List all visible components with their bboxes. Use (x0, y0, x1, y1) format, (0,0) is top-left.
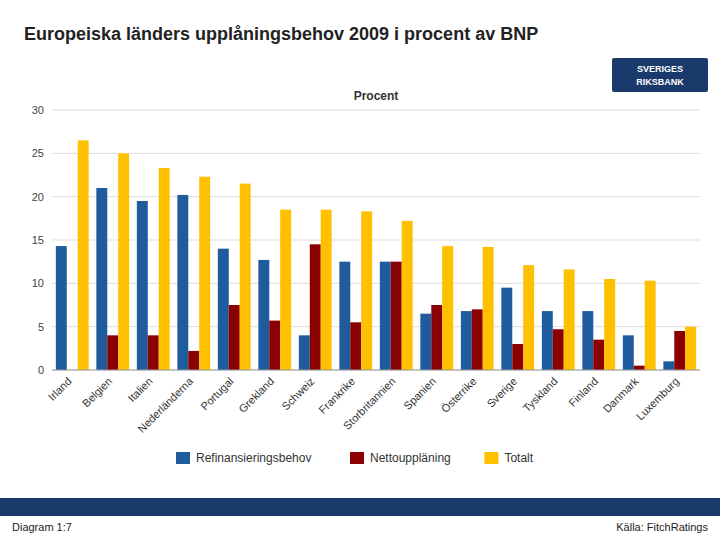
bar (663, 361, 674, 370)
x-tick-label: Spanien (401, 375, 438, 412)
y-tick-label: 30 (32, 104, 44, 116)
subtitle: Procent (354, 89, 399, 103)
x-tick-label: Irland (46, 375, 74, 403)
legend-label: Refinansieringsbehov (196, 451, 311, 465)
bar (542, 311, 553, 370)
bar (582, 311, 593, 370)
bar (361, 211, 372, 370)
bar (380, 262, 391, 370)
bar (218, 249, 229, 370)
bar (350, 322, 361, 370)
bar (442, 246, 453, 370)
legend-label: Totalt (504, 451, 533, 465)
legend-swatch (484, 452, 498, 464)
bar (107, 335, 118, 370)
bar (96, 188, 107, 370)
grid-line (52, 196, 700, 197)
x-tick-label: Grekland (236, 375, 276, 415)
y-tick-label: 20 (32, 191, 44, 203)
grid (52, 110, 700, 370)
bar (258, 260, 269, 370)
x-tick-label: Portugal (198, 375, 235, 412)
bars (56, 140, 696, 370)
bar (229, 305, 240, 370)
footer-left: Diagram 1:7 (12, 521, 72, 533)
bar (623, 335, 634, 370)
legend: Refinansieringsbehov Nettouppläning Totalt (176, 451, 534, 465)
legend-swatch (176, 452, 190, 464)
grid-line (52, 153, 700, 154)
footer-bar (0, 498, 720, 516)
x-tick-label: Sverige (484, 375, 519, 410)
y-tick-label: 0 (38, 364, 44, 376)
bar (310, 244, 321, 370)
bar (78, 140, 89, 370)
bar (177, 195, 188, 370)
bar (483, 247, 494, 370)
bar (645, 281, 656, 370)
grid-line (52, 326, 700, 327)
x-tick-label: Belgien (80, 375, 114, 409)
bar (461, 311, 472, 370)
bar (269, 321, 280, 370)
grid-line (52, 283, 700, 284)
y-tick-label: 25 (32, 147, 44, 159)
bar (512, 344, 523, 370)
logo-box (612, 58, 708, 92)
x-tick-label: Österrike (439, 375, 479, 415)
bar (674, 331, 685, 370)
bar (472, 309, 483, 370)
legend-swatch (350, 452, 364, 464)
bar (523, 265, 534, 370)
bar (159, 168, 170, 370)
x-tick-label: Schweiz (279, 375, 316, 412)
grid-line (52, 110, 700, 111)
bar (199, 177, 210, 370)
background (0, 0, 720, 540)
y-tick-label: 15 (32, 234, 44, 246)
y-tick-label: 10 (32, 277, 44, 289)
x-tick-label: Tyskland (520, 375, 559, 414)
bar (685, 327, 696, 370)
bar (339, 262, 350, 370)
y-tick-label: 5 (38, 321, 44, 333)
bar (501, 288, 512, 370)
bar (391, 262, 402, 370)
x-tick-label: Danmark (601, 375, 641, 415)
x-tick-label: Finland (566, 375, 600, 409)
bar (564, 269, 575, 370)
bar (299, 335, 310, 370)
bar (321, 210, 332, 370)
bar (118, 153, 129, 370)
x-axis-line (52, 370, 700, 371)
logo-text: SVERIGES (637, 64, 683, 74)
x-tick-label: Storbritannien (341, 375, 398, 432)
title: Europeiska länders upplåningsbehov 2009 … (24, 24, 538, 44)
bar (240, 184, 251, 370)
bar (148, 335, 159, 370)
logo-text: RIKSBANK (636, 77, 684, 87)
bar (634, 366, 645, 370)
bar (137, 201, 148, 370)
bar (402, 221, 413, 370)
bar (593, 340, 604, 370)
x-tick-label: Italien (125, 375, 154, 404)
bar (280, 210, 291, 370)
x-tick-label: Nederländerna (135, 374, 196, 435)
bar (431, 305, 442, 370)
grid-line (52, 370, 700, 371)
bar (420, 314, 431, 370)
x-tick-label: Luxemburg (634, 375, 681, 422)
chart-root: Europeiska länders upplåningsbehov 2009 … (0, 0, 720, 540)
legend-label: Nettouppläning (370, 451, 451, 465)
grid-line (52, 240, 700, 241)
bar (553, 329, 564, 370)
bar (188, 351, 199, 370)
footer-right: Källa: FitchRatings (616, 521, 708, 533)
bar (604, 279, 615, 370)
bar (56, 246, 67, 370)
x-tick-label: Frankrike (316, 375, 357, 416)
